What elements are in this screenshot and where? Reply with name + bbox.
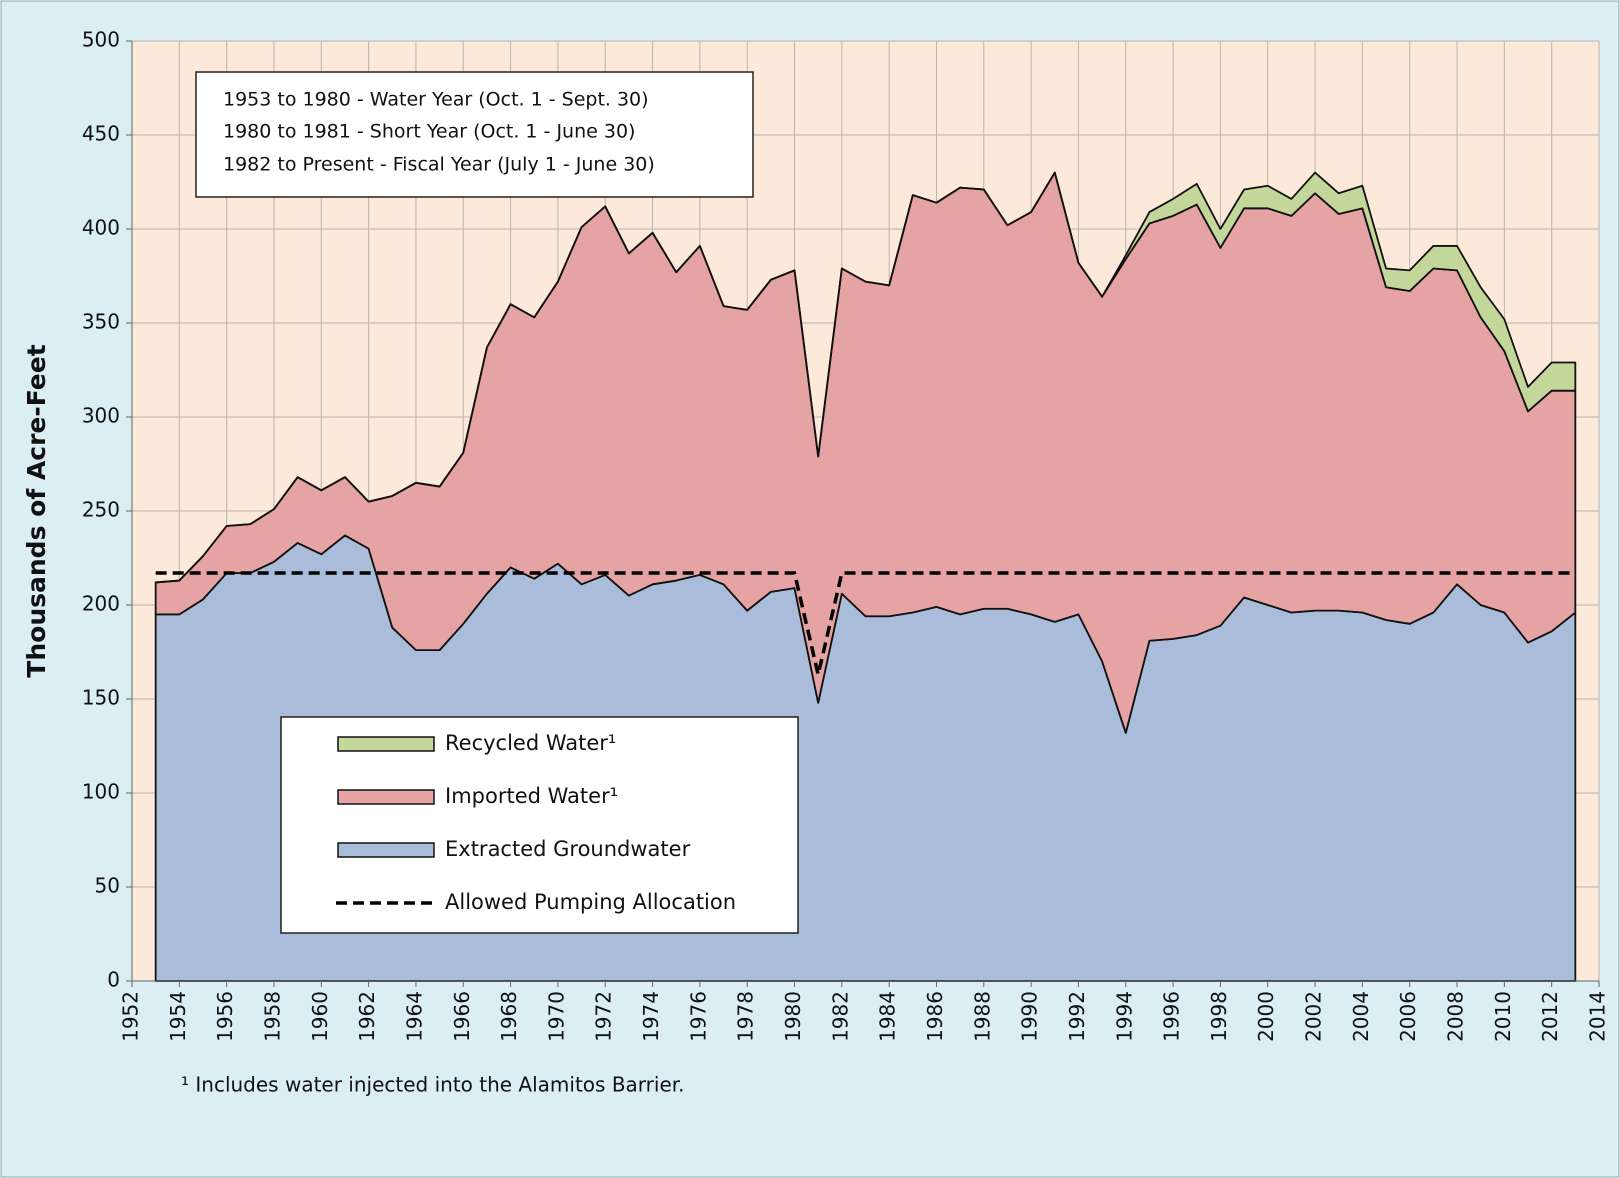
- footnote: ¹ Includes water injected into the Alami…: [181, 1073, 685, 1097]
- x-tick-label: 1960: [308, 991, 332, 1042]
- x-tick-label: 1954: [166, 991, 190, 1042]
- legend-entries: Recycled Water¹ Imported Water¹ Extracted …: [336, 731, 736, 914]
- y-tick-label: 300: [82, 404, 120, 428]
- y-tick-label: 50: [95, 874, 120, 898]
- x-tick-label: 2002: [1302, 991, 1326, 1042]
- legend-swatch: [337, 842, 435, 858]
- y-tick-label: 150: [82, 686, 120, 710]
- area: [154, 171, 1577, 584]
- annotation: 1953 to 1980 - Water Year (Oct. 1 - Sept…: [223, 89, 649, 111]
- x-tick-label: 1980: [781, 991, 805, 1042]
- x-tick-label: 1994: [1112, 991, 1136, 1042]
- legend-label: Recycled Water¹: [445, 731, 616, 755]
- x-tick-label: 1968: [497, 991, 521, 1042]
- legend-label: Allowed Pumping Allocation: [445, 890, 736, 914]
- x-tick-label: 1978: [734, 991, 758, 1042]
- annotation: 1982 to Present - Fiscal Year (July 1 - …: [223, 154, 655, 176]
- axes: 0 50 100 150 200 250 300 350 400 450 500 1952 1954 19…: [82, 28, 1610, 1042]
- x-tick-label: 1992: [1065, 991, 1089, 1042]
- y-tick-label: 0: [107, 968, 120, 992]
- y-axis-label: Thousands of Acre-Feet: [22, 344, 51, 677]
- x-tick-label: 1996: [1160, 991, 1184, 1042]
- x-tick-label: 2006: [1396, 991, 1420, 1042]
- x-tick-label: 1998: [1207, 991, 1231, 1042]
- x-tick-label: 2010: [1491, 991, 1515, 1042]
- x-tick-label: 1962: [355, 991, 379, 1042]
- y-tick-label: 100: [82, 780, 120, 804]
- legend-label: Imported Water¹: [445, 784, 618, 808]
- x-tick-label: 1958: [260, 991, 284, 1042]
- annotation-box: [195, 71, 754, 198]
- x-tick-label: 2014: [1586, 991, 1610, 1042]
- legend: [280, 716, 799, 934]
- x-tick-label: 1976: [686, 991, 710, 1042]
- x-tick-label: 1956: [213, 991, 237, 1042]
- x-tick-label: 1972: [592, 991, 616, 1042]
- annotation: 1980 to 1981 - Short Year (Oct. 1 - June…: [223, 121, 635, 143]
- x-tick-label: 1988: [970, 991, 994, 1042]
- x-tick-label: 1974: [639, 991, 663, 1042]
- y-tick-label: 450: [82, 122, 120, 146]
- x-tick-label: 1986: [923, 991, 947, 1042]
- legend-swatch: [337, 736, 435, 752]
- x-tick-label: 2000: [1254, 991, 1278, 1042]
- y-tick-label: 500: [82, 28, 120, 52]
- y-tick-label: 400: [82, 216, 120, 240]
- legend-label: Extracted Groundwater: [445, 837, 691, 861]
- y-tick-label: 200: [82, 592, 120, 616]
- legend-swatch: [337, 789, 435, 805]
- x-tick-label: 1952: [119, 991, 143, 1042]
- line: [155, 571, 1576, 675]
- x-tick-label: 1990: [1018, 991, 1042, 1042]
- x-tick-label: 1964: [402, 991, 426, 1042]
- x-tick-label: 2012: [1538, 991, 1562, 1042]
- y-tick-label: 250: [82, 498, 120, 522]
- x-tick-label: 2008: [1444, 991, 1468, 1042]
- x-tick-label: 1970: [544, 991, 568, 1042]
- x-tick-label: 1984: [876, 991, 900, 1042]
- x-tick-label: 2004: [1349, 991, 1373, 1042]
- x-tick-label: 1982: [828, 991, 852, 1042]
- x-tick-label: 1966: [450, 991, 474, 1042]
- y-tick-label: 350: [82, 310, 120, 334]
